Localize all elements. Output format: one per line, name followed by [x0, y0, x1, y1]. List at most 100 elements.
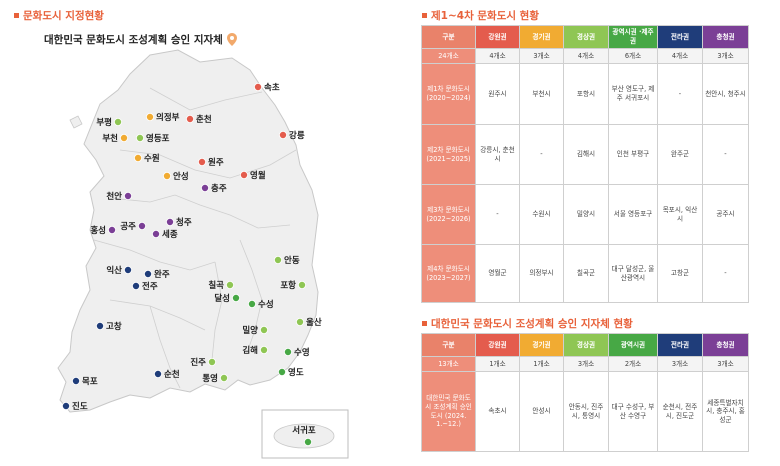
table-cell: 천안시, 청주시 [702, 63, 749, 125]
col-header: 경상권 [563, 333, 609, 357]
city-marker-dot [124, 265, 133, 274]
table-cell: 김해시 [563, 124, 609, 185]
count-cell: 6개소 [608, 48, 658, 64]
count-cell: 3개소 [702, 48, 749, 64]
city-label: 춘천 [196, 114, 212, 125]
table-cell: 의정부시 [519, 244, 564, 303]
count-cell: 3개소 [702, 356, 749, 372]
count-cell: 1개소 [475, 356, 520, 372]
jeju-label: 서귀포 [292, 425, 316, 436]
table-cell: 대구 달성군, 울산광역시 [608, 244, 658, 303]
city-label: 의정부 [156, 112, 180, 123]
map-pin-icon [226, 33, 237, 46]
count-cell: 13개소 [421, 356, 476, 372]
table-cell: 완주군 [657, 124, 703, 185]
col-header: 광역시권 [608, 333, 658, 357]
city-label: 포항 [280, 280, 296, 291]
table-cell: 순천시, 전주시, 진도군 [657, 371, 703, 452]
city-marker-dot [253, 83, 262, 92]
col-header: 충청권 [702, 25, 749, 49]
table-cell: 밀양시 [563, 184, 609, 245]
table-cell: 포항시 [563, 63, 609, 125]
col-header: 경기권 [519, 25, 564, 49]
city-marker-dot [135, 133, 144, 142]
section-title-designation: 문화도시 지정현황 [14, 8, 104, 23]
count-row: 13개소 1개소 1개소 3개소 2개소 3개소 3개소 [421, 356, 749, 372]
city-label: 진주 [190, 357, 206, 368]
city-label: 부천 [102, 133, 118, 144]
section-title-text: 문화도시 지정현황 [23, 10, 104, 22]
row-header: 제4차 문화도시 (2023~2027) [421, 244, 476, 303]
count-cell: 3개소 [657, 356, 703, 372]
approval-table: 구분 강원권 경기권 경상권 광역시권 전라권 충청권 13개소 1개소 1개소… [421, 333, 749, 452]
table-cell: 서울 영등포구 [608, 184, 658, 245]
city-marker-dot [131, 281, 140, 290]
designation-table: 구분 강원권 경기권 경상권 광역시권 ·제주권 전라권 충청권 24개소 4개… [421, 25, 749, 303]
city-marker-dot [124, 191, 133, 200]
table-row: 제2차 문화도시 (2021~2025) 강릉시, 춘천시 - 김해시 인천 부… [421, 124, 749, 185]
table-row: 제4차 문화도시 (2023~2027) 영월군 의정부시 칠곡군 대구 달성군… [421, 244, 749, 303]
col-header: 구분 [421, 333, 476, 357]
city-label: 원주 [208, 157, 224, 168]
city-marker-dot [239, 170, 248, 179]
bullet-square-icon [422, 321, 427, 326]
city-marker-dot [273, 255, 282, 264]
count-cell: 2개소 [608, 356, 658, 372]
table-cell: 고창군 [657, 244, 703, 303]
city-label: 속초 [264, 82, 280, 93]
city-label: 전주 [142, 281, 158, 292]
city-marker-dot [259, 345, 268, 354]
table1-title: 제1~4차 문화도시 현황 [431, 10, 540, 22]
city-label: 안동 [284, 255, 300, 266]
city-label: 영도 [288, 367, 304, 378]
table-cell: 공주시 [702, 184, 749, 245]
city-label: 완주 [154, 269, 170, 280]
count-cell: 4개소 [475, 48, 520, 64]
city-label: 고창 [106, 321, 122, 332]
map-title: 대한민국 문화도시 조성계획 승인 지자체 [44, 32, 237, 47]
table-cell: 영월군 [475, 244, 520, 303]
city-label: 울산 [306, 317, 322, 328]
row-header: 제3차 문화도시 (2022~2026) [421, 184, 476, 245]
city-marker-dot [165, 217, 174, 226]
city-label: 수성 [258, 299, 274, 310]
table-cell: 인천 부평구 [608, 124, 658, 185]
city-label: 달성 [214, 293, 230, 304]
city-label: 영등포 [146, 133, 170, 144]
city-marker-dot [225, 280, 234, 289]
city-label: 강릉 [289, 130, 305, 141]
table-cell: 칠곡군 [563, 244, 609, 303]
col-header: 구분 [421, 25, 476, 49]
table-cell: - [702, 244, 749, 303]
city-marker-dot [247, 299, 256, 308]
section-title-table1: 제1~4차 문화도시 현황 [422, 8, 539, 23]
city-label: 천안 [106, 191, 122, 202]
city-marker-dot [145, 113, 154, 122]
city-marker-dot [197, 157, 206, 166]
city-label: 부평 [96, 117, 112, 128]
col-header: 강원권 [475, 333, 520, 357]
table-cell: 안동시, 진주시, 통영시 [563, 371, 609, 452]
row-header: 제2차 문화도시 (2021~2025) [421, 124, 476, 185]
city-marker-dot [151, 229, 160, 238]
table-header-row: 구분 강원권 경기권 경상권 광역시권 전라권 충청권 [421, 333, 749, 357]
seogwipo-marker-dot [303, 437, 312, 446]
section-title-table2: 대한민국 문화도시 조성계획 승인 지자체 현황 [422, 316, 633, 331]
table-cell: 안성시 [519, 371, 564, 452]
city-marker-dot [153, 369, 162, 378]
city-marker-dot [278, 130, 287, 139]
city-label: 홍성 [90, 225, 106, 236]
city-marker-dot [114, 118, 123, 127]
table-row: 제1차 문화도시 (2020~2024) 원주시 부천시 포항시 부산 영도구,… [421, 63, 749, 125]
city-label: 순천 [164, 369, 180, 380]
city-marker-dot [200, 183, 209, 192]
col-header: 충청권 [702, 333, 749, 357]
city-label: 김해 [242, 345, 258, 356]
col-header: 전라권 [657, 25, 703, 49]
table-cell: 부천시 [519, 63, 564, 125]
table-cell: 대구 수성구, 부산 수영구 [608, 371, 658, 452]
city-label: 진도 [72, 401, 88, 412]
map-title-text: 대한민국 문화도시 조성계획 승인 지자체 [44, 34, 223, 46]
